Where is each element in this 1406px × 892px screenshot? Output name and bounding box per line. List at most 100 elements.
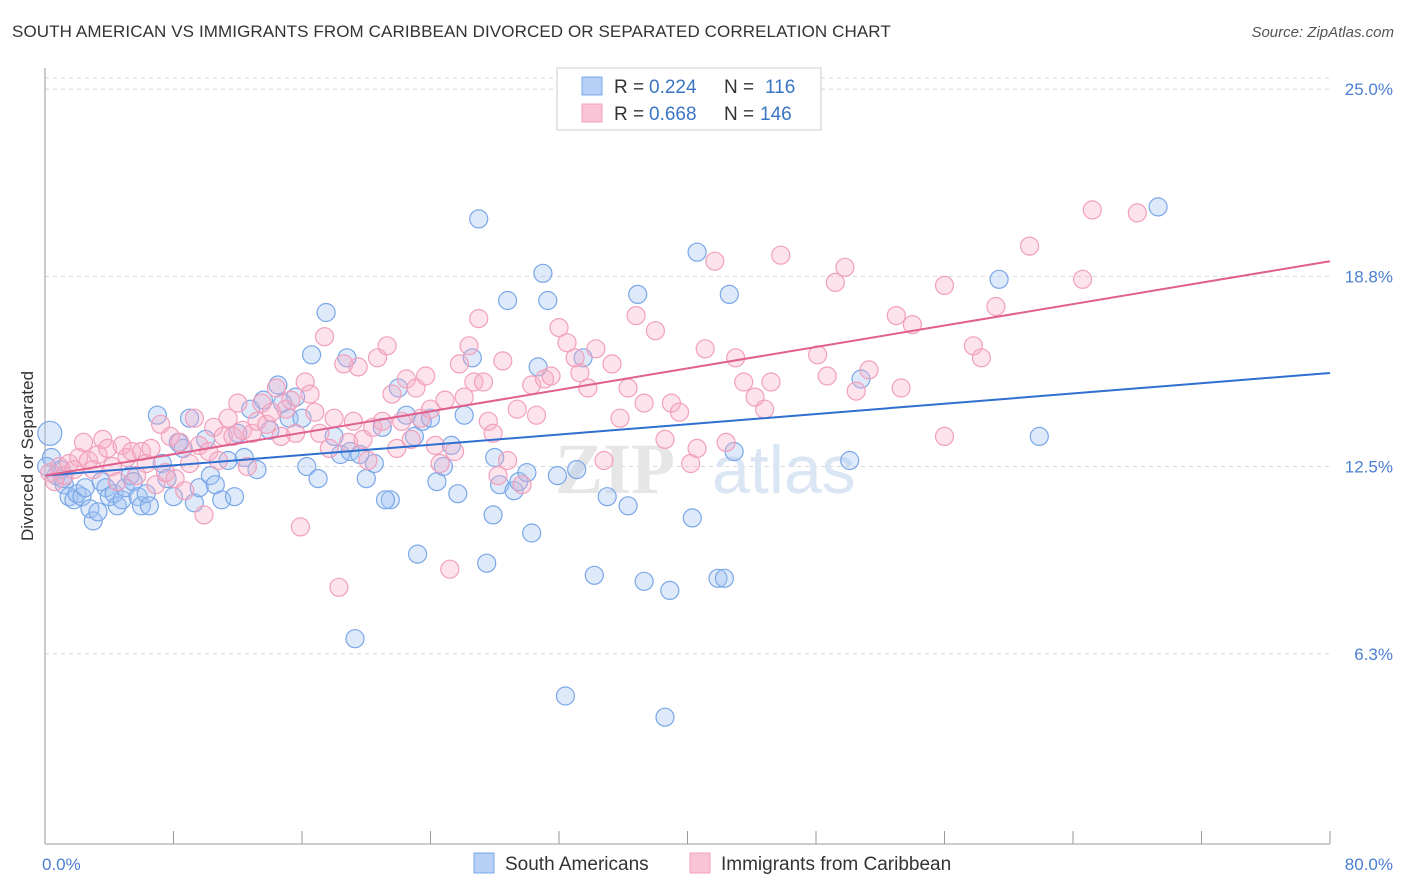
point-caribbean-37 bbox=[218, 408, 238, 428]
point-caribbean-112 bbox=[626, 306, 646, 326]
source-label: Source: ZipAtlas.com bbox=[1251, 24, 1394, 41]
point-south-americans-21 bbox=[123, 472, 143, 492]
point-caribbean-101 bbox=[541, 366, 561, 386]
point-caribbean-107 bbox=[586, 339, 606, 359]
point-caribbean-15 bbox=[112, 435, 132, 455]
point-caribbean-130 bbox=[817, 366, 837, 386]
point-caribbean-145 bbox=[934, 426, 955, 446]
point-south-americans-115 bbox=[597, 487, 617, 507]
point-caribbean-94 bbox=[493, 351, 513, 371]
point-caribbean-10 bbox=[88, 444, 108, 465]
point-south-americans-98 bbox=[655, 707, 675, 727]
point-south-americans-23 bbox=[131, 496, 151, 516]
point-south-americans-80 bbox=[483, 505, 503, 525]
point-caribbean-131 bbox=[825, 272, 845, 292]
point-caribbean-104 bbox=[565, 348, 585, 368]
point-caribbean-70 bbox=[377, 336, 397, 356]
point-caribbean-25 bbox=[160, 426, 180, 446]
point-caribbean-45 bbox=[257, 414, 277, 434]
point-caribbean-103 bbox=[557, 333, 577, 353]
point-caribbean-7 bbox=[73, 432, 94, 452]
point-caribbean-95 bbox=[498, 450, 518, 471]
legend-r-value-2: 0.668 bbox=[649, 104, 697, 125]
point-caribbean-82 bbox=[435, 390, 455, 410]
point-caribbean-126 bbox=[754, 399, 775, 419]
point-caribbean-132 bbox=[835, 257, 855, 277]
point-caribbean-87 bbox=[459, 336, 479, 356]
point-caribbean-99 bbox=[526, 405, 547, 425]
point-south-americans-92 bbox=[567, 460, 587, 480]
point-caribbean-141 bbox=[1019, 236, 1040, 256]
point-caribbean-49 bbox=[276, 399, 296, 419]
point-caribbean-54 bbox=[300, 384, 320, 404]
bottom-legend-label-south-americans: South Americans bbox=[505, 854, 649, 875]
legend-n-label-2: N = bbox=[724, 104, 754, 125]
point-south-americans-76 bbox=[454, 405, 474, 425]
point-south-americans-36 bbox=[200, 466, 220, 486]
point-caribbean-24 bbox=[155, 463, 176, 483]
point-south-americans-110 bbox=[1148, 197, 1168, 217]
point-caribbean-109 bbox=[602, 354, 622, 374]
point-south-americans-69 bbox=[408, 544, 428, 564]
legend-swatch-south-americans bbox=[581, 76, 603, 96]
point-caribbean-137 bbox=[934, 275, 955, 295]
point-caribbean-121 bbox=[705, 251, 725, 271]
point-caribbean-14 bbox=[107, 472, 127, 492]
point-caribbean-123 bbox=[726, 348, 746, 368]
point-south-americans-11 bbox=[83, 511, 103, 531]
point-south-americans-85 bbox=[517, 463, 537, 483]
point-south-americans-100 bbox=[682, 508, 702, 528]
point-caribbean-89 bbox=[469, 309, 489, 329]
point-caribbean-144 bbox=[1127, 203, 1147, 223]
point-south-americans-79 bbox=[477, 553, 497, 573]
point-caribbean-63 bbox=[343, 411, 363, 431]
point-south-americans-106 bbox=[840, 450, 860, 471]
bottom-legend-label-caribbean: Immigrants from Caribbean bbox=[721, 854, 951, 875]
point-south-americans-47 bbox=[268, 375, 288, 395]
point-caribbean-93 bbox=[488, 466, 508, 486]
tick-labels: 6.3% 12.5% 18.8% 25.0% 0.0% 80.0% bbox=[42, 80, 1393, 874]
point-south-americans-9 bbox=[75, 478, 95, 498]
point-caribbean-64 bbox=[348, 357, 368, 377]
point-caribbean-105 bbox=[570, 363, 590, 383]
point-caribbean-88 bbox=[464, 372, 484, 392]
point-caribbean-128 bbox=[771, 245, 791, 265]
point-south-americans-34 bbox=[189, 478, 209, 498]
point-caribbean-57 bbox=[314, 327, 335, 347]
point-caribbean-140 bbox=[986, 296, 1006, 317]
point-south-americans-0 bbox=[37, 420, 63, 446]
legend-r-label-2: R = bbox=[614, 104, 644, 125]
point-caribbean-53 bbox=[295, 372, 315, 392]
point-south-americans-91 bbox=[555, 686, 576, 706]
trend-line-south-americans bbox=[44, 371, 1331, 477]
legend-r-value-1: 0.224 bbox=[649, 77, 697, 98]
point-south-americans-52 bbox=[297, 456, 317, 477]
point-south-americans-101 bbox=[687, 242, 707, 262]
trend-lines bbox=[44, 260, 1331, 477]
point-south-americans-55 bbox=[316, 302, 336, 323]
point-caribbean-66 bbox=[358, 450, 378, 471]
point-south-americans-18 bbox=[112, 490, 132, 510]
point-south-americans-96 bbox=[628, 284, 648, 304]
point-caribbean-96 bbox=[507, 399, 527, 419]
point-caribbean-113 bbox=[634, 393, 654, 413]
point-caribbean-127 bbox=[761, 372, 781, 392]
x-tick-label-min: 0.0% bbox=[42, 855, 81, 874]
point-south-americans-75 bbox=[448, 484, 468, 504]
point-south-americans-97 bbox=[634, 571, 654, 591]
top-legend: R = 0.224 N = 116 R = 0.668 N = 146 bbox=[556, 67, 822, 131]
point-south-americans-73 bbox=[433, 456, 453, 477]
x-tick-label-max: 80.0% bbox=[1345, 855, 1393, 874]
point-south-americans-102 bbox=[708, 568, 728, 588]
trend-line-caribbean bbox=[44, 260, 1331, 477]
point-caribbean-139 bbox=[971, 348, 992, 368]
point-caribbean-21 bbox=[141, 438, 161, 458]
point-caribbean-55 bbox=[305, 402, 325, 422]
bottom-legend-swatch-south-americans bbox=[473, 852, 495, 874]
point-south-americans-25 bbox=[139, 496, 159, 516]
point-south-americans-90 bbox=[547, 466, 568, 486]
point-caribbean-8 bbox=[78, 450, 99, 471]
legend-n-value-1: 116 bbox=[765, 77, 795, 98]
point-caribbean-38 bbox=[223, 426, 243, 446]
